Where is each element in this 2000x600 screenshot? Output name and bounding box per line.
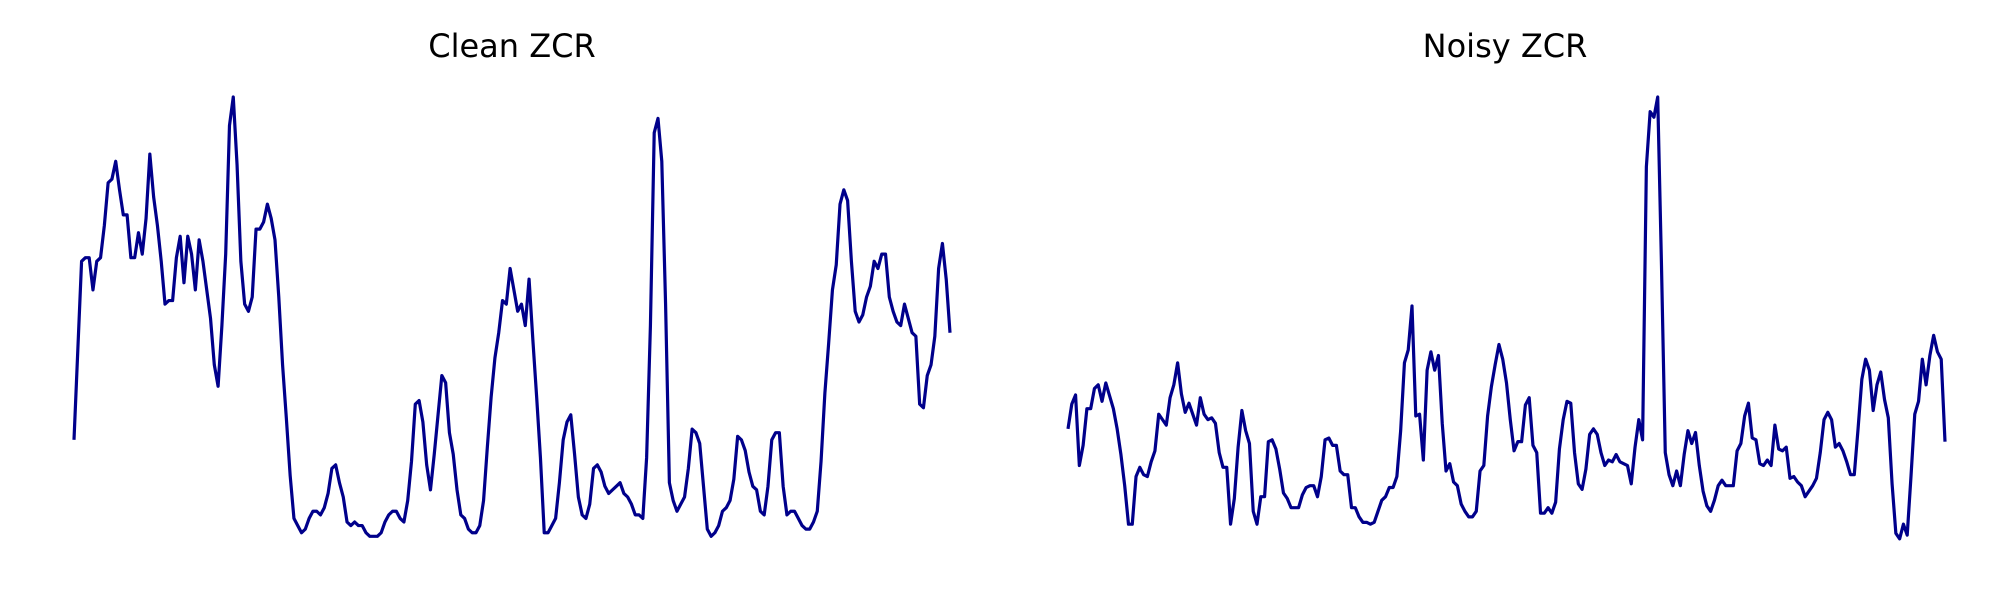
noisy-zcr-series-line: [1066, 95, 1947, 541]
noisy-zcr-title: Noisy ZCR: [1423, 27, 1588, 65]
noisy-zcr-chart: Noisy ZCR: [1066, 27, 1947, 541]
clean-zcr-chart: Clean ZCR: [72, 27, 952, 538]
clean-zcr-series-line: [72, 95, 952, 538]
clean-zcr-title: Clean ZCR: [428, 27, 595, 65]
